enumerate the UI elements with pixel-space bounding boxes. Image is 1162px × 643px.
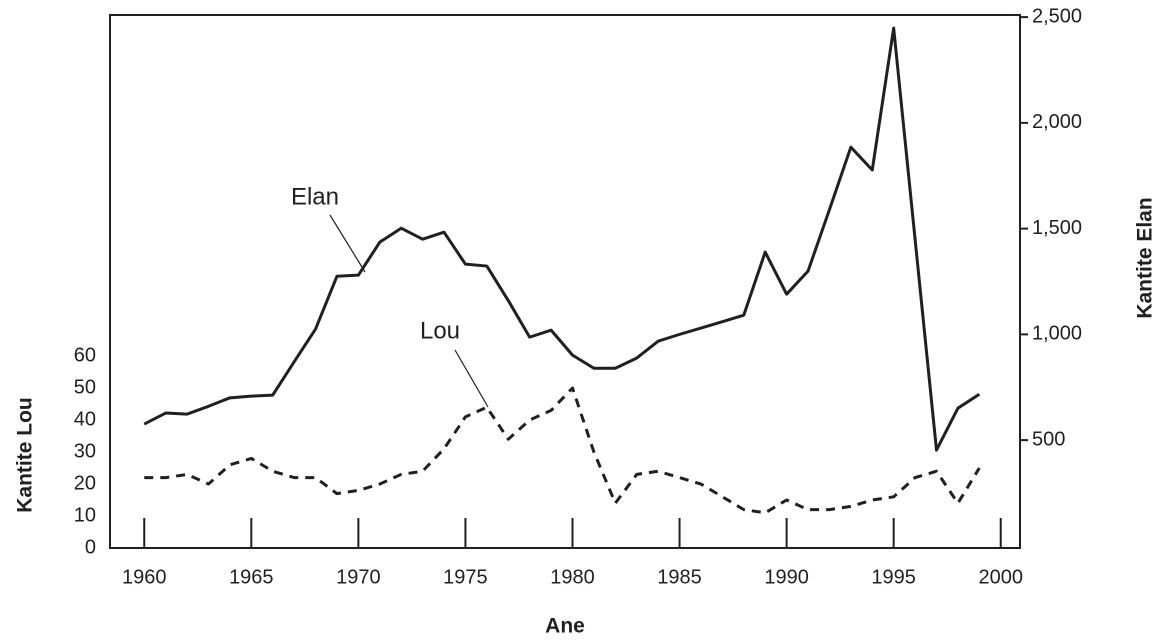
x-axis-label: Ane [545, 615, 585, 638]
x-tick-label: 1990 [764, 566, 809, 588]
x-tick-label: 1980 [550, 566, 595, 588]
y-tick-label: 50 [74, 376, 96, 398]
series-line [144, 386, 981, 515]
y-tick-label: 40 [74, 408, 96, 430]
y2-tick-label: 1,000 [1032, 323, 1082, 345]
y2-axis-label: Kantite Elan [1134, 197, 1157, 318]
annotation-leader [329, 214, 366, 273]
y-tick-label: 10 [74, 504, 96, 526]
x-tick-label: 1960 [122, 566, 167, 588]
y-tick-label: 30 [74, 440, 96, 462]
y-tick-label: 20 [74, 472, 96, 494]
y-tick-label: 0 [85, 536, 96, 558]
y2-tick-label: 500 [1032, 428, 1065, 450]
x-tick-label: 1975 [443, 566, 488, 588]
y2-tick-label: 2,500 [1032, 5, 1082, 27]
y-tick-label: 60 [74, 344, 96, 366]
x-tick-label: 1985 [657, 566, 702, 588]
y2-tick-label: 2,000 [1032, 111, 1082, 133]
y2-tick-label: 1,500 [1032, 217, 1082, 239]
x-tick-label: 1995 [871, 566, 916, 588]
series-line [143, 26, 981, 452]
annotation: Lou [420, 317, 460, 344]
x-tick-label: 1970 [336, 566, 381, 588]
annotation-leader [454, 349, 489, 408]
annotation: Elan [291, 183, 339, 210]
plot-frame [109, 14, 1021, 549]
x-tick-label: 2000 [978, 566, 1023, 588]
y-axis-label: Kantite Lou [14, 397, 37, 513]
x-tick-label: 1965 [229, 566, 274, 588]
